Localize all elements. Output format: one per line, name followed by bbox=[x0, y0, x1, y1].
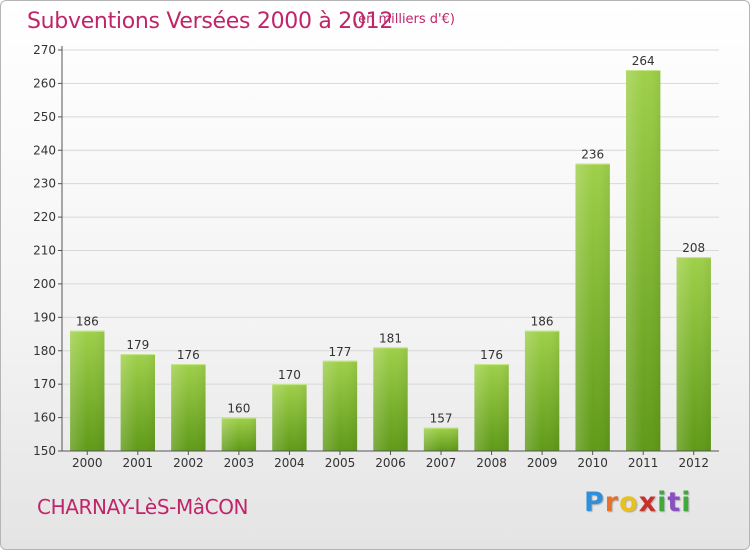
bar-shine bbox=[171, 364, 206, 451]
x-tick-label: 2007 bbox=[426, 456, 457, 470]
bar-shine bbox=[373, 347, 408, 451]
bar-shine bbox=[221, 417, 257, 451]
data-label: 179 bbox=[126, 338, 149, 352]
y-tick-label: 160 bbox=[33, 411, 56, 425]
data-label: 177 bbox=[329, 345, 352, 359]
bar-shine bbox=[120, 354, 155, 451]
data-label: 236 bbox=[581, 148, 604, 162]
y-tick-label: 200 bbox=[33, 277, 56, 291]
data-label: 170 bbox=[278, 368, 301, 382]
x-tick-label: 2002 bbox=[173, 456, 204, 470]
data-label: 160 bbox=[227, 402, 250, 416]
data-label: 181 bbox=[379, 331, 402, 345]
data-label: 176 bbox=[480, 348, 503, 362]
y-tick-label: 210 bbox=[33, 244, 56, 258]
bar-shine bbox=[423, 427, 459, 451]
y-tick-label: 270 bbox=[33, 43, 56, 57]
commune-name: CHARNAY-LèS-MâCON bbox=[37, 495, 249, 519]
y-tick-label: 190 bbox=[33, 310, 56, 324]
x-tick-label: 2006 bbox=[375, 456, 406, 470]
proxiti-logo[interactable]: Proxiti bbox=[584, 487, 692, 518]
x-tick-label: 2004 bbox=[274, 456, 305, 470]
bar-shine bbox=[575, 163, 610, 451]
data-label: 157 bbox=[430, 412, 453, 426]
bar-shine bbox=[474, 364, 509, 451]
y-tick-label: 230 bbox=[33, 177, 56, 191]
data-label: 186 bbox=[76, 315, 99, 329]
bar-shine bbox=[70, 330, 105, 451]
axes: 150 160 170 180 190 200 210 220 230 240 250 260 270 2… bbox=[33, 43, 719, 470]
x-tick-label: 2001 bbox=[123, 456, 154, 470]
chart-title: Subventions Versées 2000 à 2012 bbox=[27, 9, 394, 34]
y-tick-label: 260 bbox=[33, 76, 56, 90]
bars: 186 179 176 160 170 177 181 157 176 186 236 264 208 bbox=[70, 54, 711, 452]
data-label: 208 bbox=[682, 241, 705, 255]
bar-shine bbox=[676, 257, 711, 451]
x-tick-label: 2005 bbox=[325, 456, 356, 470]
bar-shine bbox=[272, 384, 307, 451]
data-label: 176 bbox=[177, 348, 200, 362]
y-tick-label: 180 bbox=[33, 344, 56, 358]
x-tick-label: 2003 bbox=[224, 456, 255, 470]
x-tick-label: 2008 bbox=[476, 456, 507, 470]
bar-shine bbox=[626, 70, 661, 452]
x-tick-label: 2012 bbox=[678, 456, 709, 470]
y-tick-label: 150 bbox=[33, 444, 56, 458]
x-tick-label: 2000 bbox=[72, 456, 103, 470]
y-tick-label: 240 bbox=[33, 143, 56, 157]
y-tick-label: 170 bbox=[33, 377, 56, 391]
x-tick-label: 2011 bbox=[628, 456, 659, 470]
bar-shine bbox=[524, 330, 560, 451]
x-tick-label: 2010 bbox=[577, 456, 608, 470]
data-label: 186 bbox=[531, 315, 554, 329]
bar-shine bbox=[322, 360, 358, 451]
y-tick-label: 250 bbox=[33, 110, 56, 124]
x-tick-label: 2009 bbox=[527, 456, 558, 470]
y-tick-label: 220 bbox=[33, 210, 56, 224]
chart-subtitle: (en milliers d'€) bbox=[353, 12, 455, 27]
data-label: 264 bbox=[632, 54, 655, 68]
